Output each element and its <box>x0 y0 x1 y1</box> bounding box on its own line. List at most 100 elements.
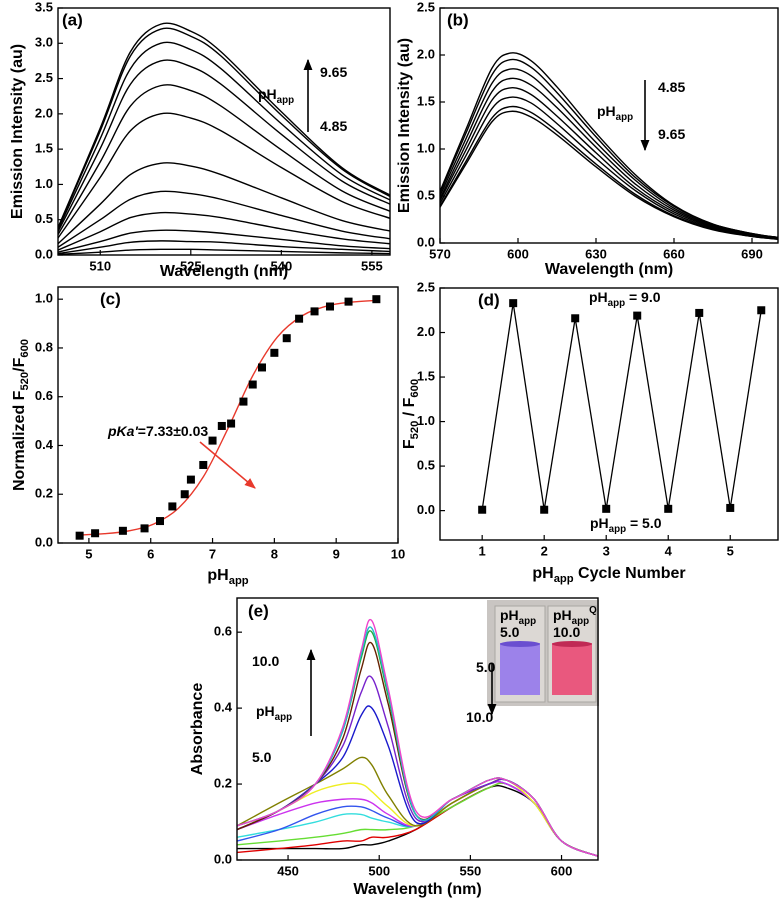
line <box>237 756 598 857</box>
x-tick-label: 3 <box>603 543 610 558</box>
line <box>440 96 778 239</box>
y-axis-label-part: 600 <box>19 339 31 358</box>
x-axis-label-part: Wavelength (nm) <box>545 261 673 278</box>
annotation-part: pH <box>590 515 609 531</box>
panel-label: (b) <box>447 10 469 29</box>
y-tick-label: 1.5 <box>417 368 435 383</box>
panel-label: (a) <box>62 10 83 29</box>
x-axis-label-part: Wavelength (nm) <box>160 263 288 280</box>
annotation-part: 5.0 <box>252 749 272 765</box>
marker <box>695 308 704 317</box>
annotation-part: 5.0 <box>476 659 496 675</box>
annotation-part: pH <box>553 607 572 623</box>
y-tick-label: 1.0 <box>35 176 53 191</box>
y-tick-label: 0.0 <box>35 534 53 549</box>
line <box>440 110 778 240</box>
annotation-part: Q <box>589 605 597 616</box>
annotation: 10.0 <box>466 709 493 725</box>
annotation: pHapp <box>256 703 292 723</box>
y-axis-label: Absorbance <box>189 683 206 776</box>
annotation-part: 4.85 <box>320 118 347 134</box>
x-tick-label: 600 <box>507 246 529 261</box>
line <box>58 240 390 255</box>
annotation-part: 9.65 <box>320 64 347 80</box>
annotation: pHapp <box>500 607 536 627</box>
marker <box>75 531 84 540</box>
annotation-part: 9.65 <box>658 126 685 142</box>
marker <box>118 526 127 535</box>
marker <box>208 436 217 445</box>
line <box>440 77 778 239</box>
axes-frame <box>439 287 779 541</box>
annotation-part: pH <box>500 607 519 623</box>
line <box>237 780 598 857</box>
marker <box>270 348 279 357</box>
y-tick-label: 2.0 <box>417 46 435 61</box>
line <box>58 112 390 239</box>
y-axis-label-part: Emission Intensity (au) <box>396 38 413 213</box>
line <box>440 58 778 239</box>
x-axis-label-part: pH <box>207 567 228 584</box>
x-tick-label: 690 <box>741 246 763 261</box>
x-tick-label: 630 <box>585 246 607 261</box>
marker <box>258 363 266 372</box>
x-tick-label: 450 <box>277 863 299 878</box>
annotation: 5.0 <box>476 659 496 675</box>
marker <box>633 311 642 320</box>
y-tick-label: 0.2 <box>214 775 232 790</box>
x-tick-label: 510 <box>89 258 111 273</box>
y-tick-label: 0.8 <box>35 339 53 354</box>
marker <box>478 505 487 514</box>
annotation: 4.85 <box>658 79 685 95</box>
plot-area <box>440 52 778 240</box>
line <box>440 87 778 239</box>
line <box>237 780 598 857</box>
x-axis-label-part: Wavelength (nm) <box>353 881 481 898</box>
y-tick-label: 1.0 <box>35 291 53 306</box>
annotation-part: app <box>608 298 625 309</box>
marker <box>372 295 381 304</box>
line <box>481 303 762 510</box>
x-axis-label-part: Cycle Number <box>574 565 686 582</box>
x-axis-label-part: app <box>554 573 574 585</box>
marker <box>180 490 189 499</box>
marker <box>217 421 226 430</box>
y-axis-label-part: Absorbance <box>189 683 206 776</box>
line <box>79 299 377 536</box>
plot-area <box>58 22 390 255</box>
x-axis-label: Wavelength (nm) <box>545 261 673 278</box>
y-axis-label-part: /F <box>11 357 28 371</box>
annotation: 5.0 <box>252 749 272 765</box>
marker <box>248 380 257 389</box>
y-tick-label: 1.5 <box>417 93 435 108</box>
annotation: 9.65 <box>320 64 347 80</box>
annotation: pHapp <box>597 103 633 123</box>
x-tick-label: 9 <box>333 546 340 561</box>
x-tick-label: 5 <box>85 546 92 561</box>
axes-frame <box>57 7 391 256</box>
marker <box>571 314 580 323</box>
annotation-part: 10.0 <box>252 653 279 669</box>
annotation-part: pKa' <box>107 423 138 439</box>
x-tick-label: 8 <box>271 546 278 561</box>
marker <box>199 460 208 469</box>
y-axis-label-part: / F <box>401 397 418 420</box>
y-axis-label-part: F <box>401 439 418 449</box>
marker <box>140 524 149 533</box>
annotation-part: pH <box>597 103 616 119</box>
y-axis-label: Emission Intensity (au) <box>396 38 413 213</box>
line <box>440 105 778 240</box>
annotation-part: app <box>572 616 589 627</box>
line <box>58 162 390 245</box>
y-tick-label: 1.0 <box>417 140 435 155</box>
marker <box>344 297 353 306</box>
annotation-part: app <box>609 524 626 535</box>
marker <box>664 504 673 513</box>
marker <box>227 419 236 428</box>
annotation-part: app <box>519 616 536 627</box>
annotation: pHapp = 9.0 <box>589 289 661 309</box>
y-axis-label-part: 520 <box>409 421 421 440</box>
y-axis-label-part: Emission Intensity (au) <box>9 44 26 219</box>
x-tick-label: 2 <box>541 543 548 558</box>
marker <box>239 397 248 406</box>
